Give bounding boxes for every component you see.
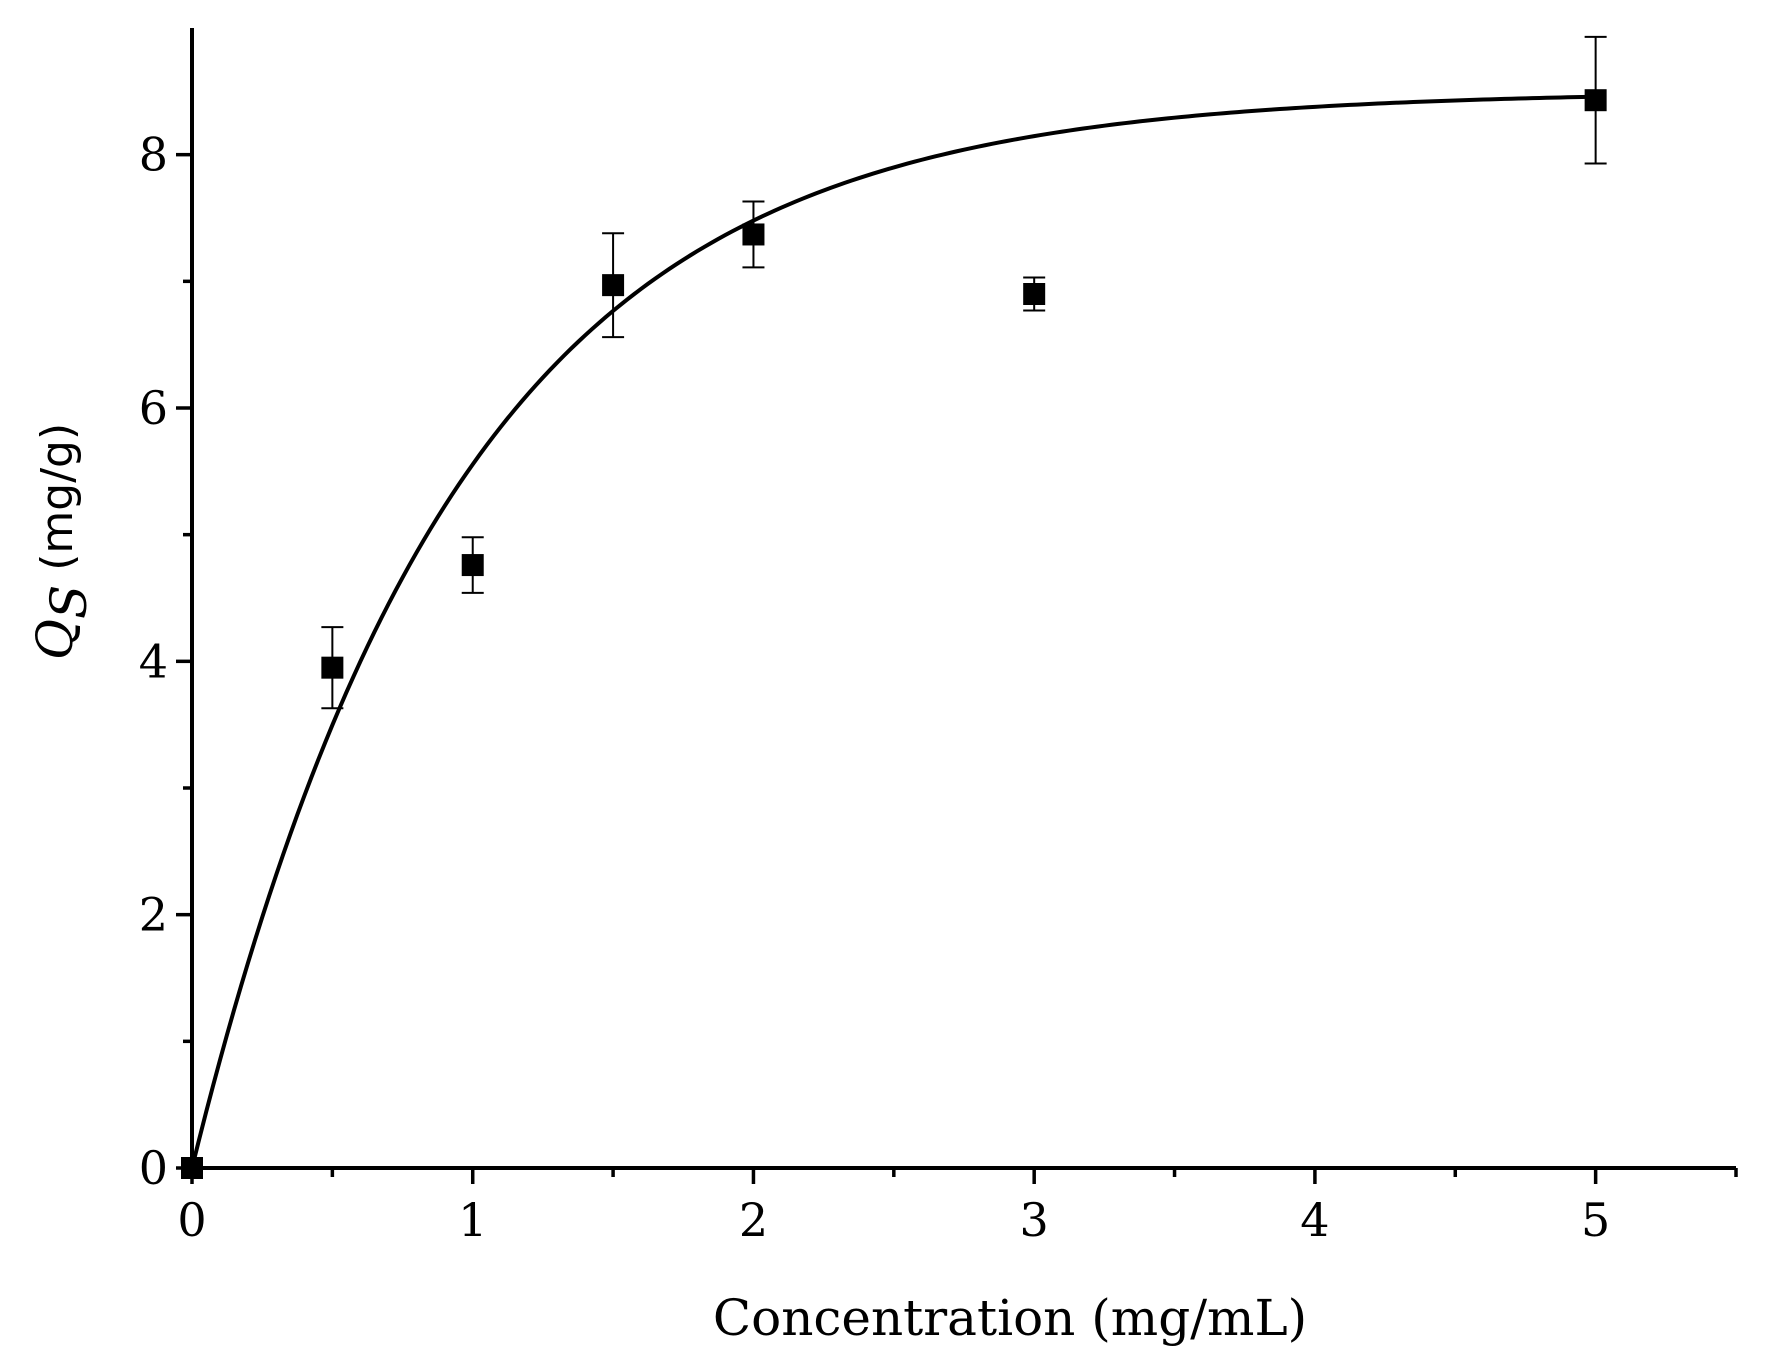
x-tick-label: 2	[739, 1193, 768, 1247]
y-axis-ticks: 0 2 4 6 8	[139, 128, 192, 1195]
axes	[190, 28, 1736, 1170]
x-tick-label: 4	[1300, 1193, 1329, 1247]
data-point	[742, 223, 765, 246]
fit-curve-group	[190, 94, 1596, 1169]
y-tick-label: 6	[139, 381, 168, 435]
y-tick-label: 2	[139, 888, 168, 942]
data-point	[1023, 283, 1046, 305]
y-axis-unit: (mg/g)	[32, 423, 83, 585]
x-tick-label: 3	[1020, 1193, 1049, 1247]
y-tick-label: 0	[139, 1141, 168, 1195]
data-points	[181, 89, 1607, 1179]
y-tick-label: 4	[139, 634, 168, 688]
data-point	[181, 1157, 203, 1179]
data-point	[321, 656, 344, 679]
x-axis-title: Concentration (mg/mL)	[713, 1289, 1307, 1347]
y-axis-symbol: Q	[26, 619, 84, 660]
x-tick-label: 1	[458, 1193, 487, 1247]
y-axis-title: QS (mg/g)	[26, 423, 98, 660]
y-tick-label: 8	[139, 128, 168, 182]
data-point	[461, 554, 484, 577]
x-tick-label: 5	[1581, 1193, 1610, 1247]
error-bars	[321, 35, 1607, 710]
fit-curve	[190, 94, 1596, 1169]
data-point	[602, 274, 625, 297]
x-tick-label: 0	[177, 1193, 206, 1247]
y-axis-subscript: S	[40, 585, 98, 619]
data-point	[1584, 89, 1607, 112]
x-axis-ticks: 0 1 2 3 4 5	[177, 1168, 1738, 1247]
